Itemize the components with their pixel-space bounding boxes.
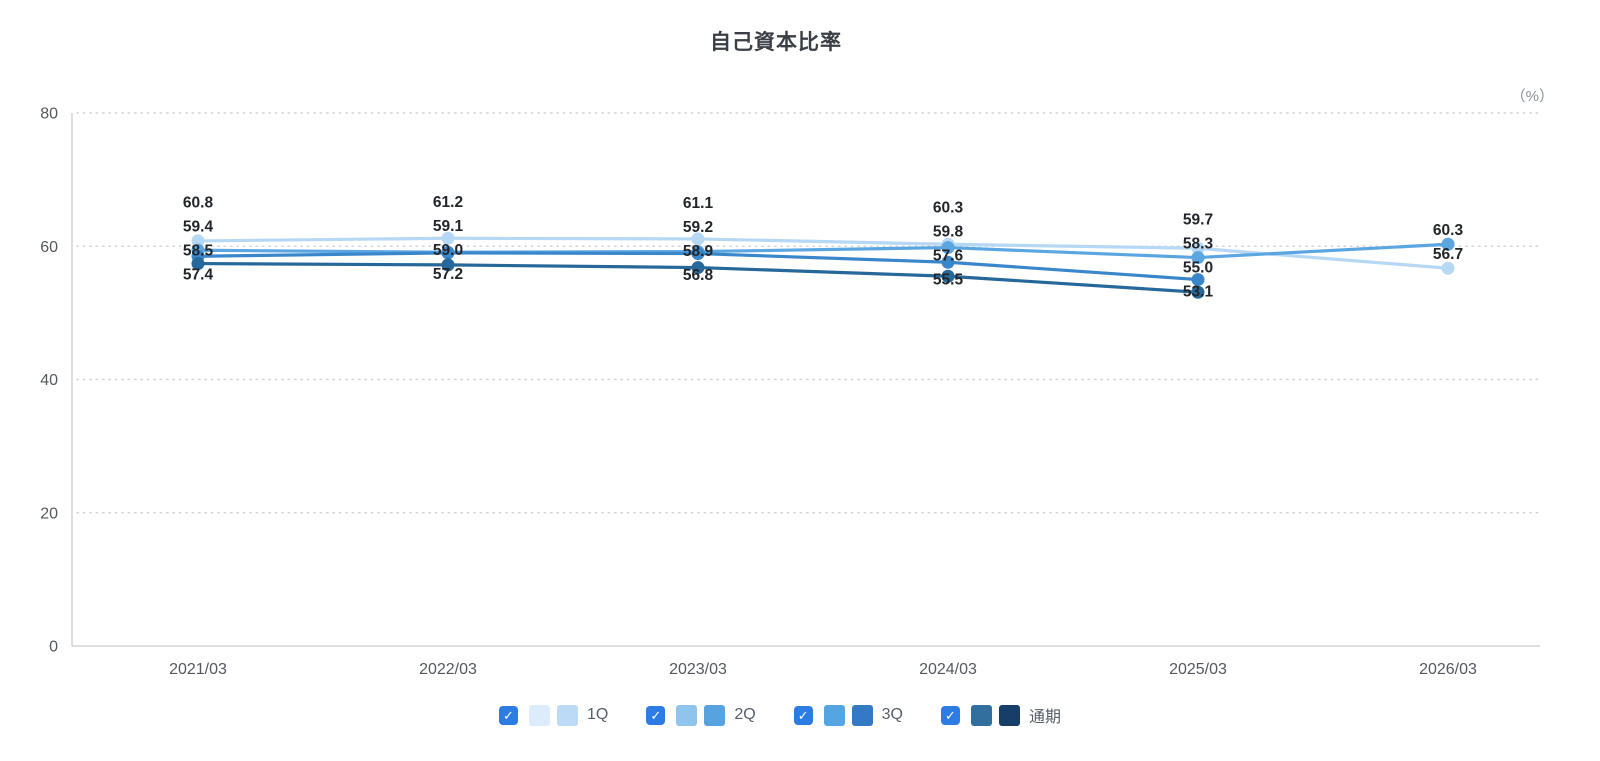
data-point-通期	[191, 257, 205, 271]
legend-swatch-dark-2q	[704, 704, 726, 726]
legend-checkbox-full-year[interactable]: ✓	[941, 705, 960, 725]
data-label: 59.0	[433, 242, 463, 259]
data-point-3Q	[1191, 273, 1205, 287]
y-axis-tick-label: 0	[49, 639, 58, 656]
data-point-2Q	[941, 241, 955, 255]
legend-label-3q: 3Q	[881, 706, 903, 723]
data-label: 60.3	[933, 200, 964, 217]
y-axis-tick-label: 80	[40, 106, 58, 123]
data-point-1Q	[1441, 261, 1455, 275]
legend-item-1q[interactable]: ✓ 1Q	[498, 704, 609, 726]
chart-legend: ✓ 1Q ✓ 2Q ✓ 3Q ✓ 通期	[0, 703, 1560, 727]
x-axis-tick-label: 2021/03	[169, 661, 227, 678]
legend-item-2q[interactable]: ✓ 2Q	[646, 704, 756, 726]
data-point-3Q	[441, 246, 455, 260]
data-label: 57.2	[433, 266, 463, 283]
legend-item-full-year[interactable]: ✓ 通期	[941, 703, 1061, 727]
data-label: 59.2	[683, 219, 713, 236]
data-label: 53.1	[1183, 283, 1214, 300]
chart-title: 自己資本比率	[710, 31, 842, 54]
data-point-1Q	[441, 231, 455, 245]
data-point-通期	[941, 269, 955, 283]
legend-swatch-light-full-year	[971, 704, 992, 726]
legend-swatch-light-3q	[823, 704, 845, 726]
data-label: 60.8	[183, 195, 214, 212]
legend-swatch-light-1q	[528, 704, 550, 726]
data-label: 57.4	[183, 267, 214, 284]
data-point-1Q	[1191, 241, 1205, 255]
legend-swatch-dark-full-year	[999, 704, 1020, 726]
data-point-2Q	[1441, 237, 1455, 251]
legend-label-1q: 1Q	[586, 706, 609, 723]
x-axis-tick-label: 2024/03	[919, 661, 977, 678]
x-axis-tick-label: 2026/03	[1419, 661, 1477, 678]
y-axis-tick-label: 40	[40, 372, 58, 389]
legend-checkbox-2q[interactable]: ✓	[646, 705, 666, 725]
data-label: 55.5	[933, 272, 964, 289]
data-label: 58.5	[183, 243, 214, 260]
data-point-通期	[691, 261, 705, 275]
legend-swatch-light-2q	[676, 704, 698, 726]
data-point-2Q	[1191, 251, 1205, 265]
data-label: 59.8	[933, 224, 964, 241]
data-point-1Q	[691, 232, 705, 246]
data-label: 57.6	[933, 248, 964, 265]
data-point-3Q	[691, 247, 705, 261]
legend-checkbox-1q[interactable]: ✓	[498, 705, 518, 725]
legend-swatch-dark-1q	[556, 704, 578, 726]
data-label: 59.7	[1183, 211, 1213, 228]
y-axis-unit-label: （%）	[1510, 88, 1554, 105]
data-label: 59.4	[183, 219, 214, 236]
legend-label-full-year: 通期	[1029, 709, 1062, 726]
data-label: 59.1	[433, 218, 464, 235]
x-axis-tick-label: 2023/03	[669, 661, 727, 678]
legend-label-2q: 2Q	[734, 706, 756, 723]
series-line-1Q	[196, 236, 1450, 270]
y-axis-tick-label: 60	[40, 239, 58, 256]
data-label: 60.3	[1433, 222, 1464, 239]
legend-checkbox-3q[interactable]: ✓	[793, 705, 813, 725]
data-point-通期	[441, 258, 455, 272]
y-axis-tick-label: 20	[40, 505, 58, 522]
x-axis-tick-label: 2022/03	[419, 661, 477, 678]
data-label: 58.9	[683, 243, 714, 260]
data-label: 56.7	[1433, 246, 1463, 263]
data-label: 55.0	[1183, 259, 1213, 276]
legend-item-3q[interactable]: ✓ 3Q	[793, 704, 903, 726]
data-point-通期	[1191, 285, 1205, 299]
data-label: 58.3	[1183, 235, 1214, 252]
x-axis-tick-label: 2025/03	[1169, 661, 1227, 678]
data-label: 56.8	[683, 267, 714, 284]
data-point-1Q	[191, 234, 205, 248]
data-label: 61.2	[433, 194, 463, 211]
legend-swatch-dark-3q	[851, 704, 873, 726]
data-point-3Q	[941, 255, 955, 269]
data-label: 61.1	[683, 195, 714, 212]
